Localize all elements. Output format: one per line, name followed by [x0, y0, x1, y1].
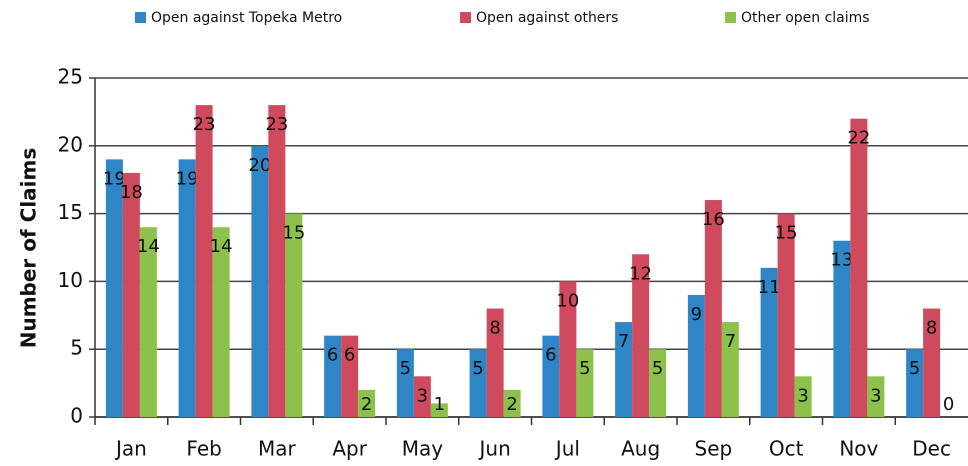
data-label: 2 — [506, 394, 517, 415]
bar — [867, 376, 885, 417]
data-label: 16 — [702, 209, 725, 230]
bar — [486, 308, 504, 417]
data-label: 14 — [210, 236, 233, 257]
data-label: 5 — [400, 358, 411, 379]
data-label: 9 — [691, 304, 702, 325]
bar — [794, 376, 812, 417]
x-tick-label: Feb — [186, 437, 221, 461]
data-label: 20 — [248, 155, 271, 176]
data-label: 5 — [579, 358, 590, 379]
bar — [906, 349, 924, 417]
y-tick-label: 25 — [58, 65, 83, 89]
bar — [632, 254, 650, 417]
x-tick-label: Aug — [621, 437, 660, 461]
bar — [777, 213, 795, 417]
bar — [122, 172, 140, 417]
data-label: 22 — [847, 128, 870, 149]
bar — [542, 335, 560, 417]
data-label: 19 — [176, 168, 199, 189]
y-tick-label: 10 — [58, 268, 83, 292]
bar — [324, 335, 342, 417]
x-tick-label: Jul — [554, 437, 580, 461]
bar — [212, 227, 230, 417]
bar — [396, 349, 414, 417]
data-label: 8 — [489, 318, 500, 339]
bar — [576, 349, 594, 417]
bar — [923, 308, 941, 417]
bar — [430, 403, 448, 417]
bar — [833, 240, 851, 417]
y-tick-label: 0 — [70, 404, 83, 428]
bar — [615, 322, 633, 417]
bar — [503, 389, 521, 417]
y-tick-label: 5 — [70, 336, 83, 360]
data-label: 14 — [137, 236, 160, 257]
bar — [178, 159, 196, 418]
x-tick-label: Dec — [912, 437, 951, 461]
data-label: 23 — [265, 114, 288, 135]
bar — [687, 294, 705, 417]
data-label: 3 — [797, 385, 808, 406]
data-label: 6 — [327, 345, 338, 366]
data-label: 3 — [870, 385, 881, 406]
bar — [704, 200, 722, 417]
legend-swatch — [135, 12, 146, 23]
legend-swatch — [460, 12, 471, 23]
data-label: 8 — [926, 318, 937, 339]
data-label: 6 — [545, 345, 556, 366]
data-label: 5 — [652, 358, 663, 379]
data-label: 10 — [556, 290, 579, 311]
bar — [105, 159, 123, 418]
bar — [850, 118, 868, 418]
data-label: 19 — [103, 168, 126, 189]
data-label: 23 — [193, 114, 216, 135]
bar — [139, 227, 157, 417]
bar — [469, 349, 487, 417]
data-label: 7 — [725, 331, 736, 352]
x-tick-label: Jan — [114, 437, 147, 461]
data-label: 2 — [361, 394, 372, 415]
data-label: 13 — [830, 250, 853, 271]
bar — [341, 335, 359, 417]
data-label: 15 — [282, 223, 305, 244]
data-label: 6 — [344, 345, 355, 366]
data-label: 5 — [472, 358, 483, 379]
bar — [358, 389, 376, 417]
x-tick-label: Sep — [695, 437, 733, 461]
bar — [760, 267, 778, 417]
data-label: 3 — [417, 385, 428, 406]
legend-label: Open against Topeka Metro — [151, 10, 342, 26]
data-label: 0 — [943, 394, 954, 415]
data-label: 7 — [618, 331, 629, 352]
bar — [721, 322, 739, 417]
y-tick-label: 15 — [58, 200, 83, 224]
x-tick-label: May — [402, 437, 444, 461]
x-tick-label: Apr — [332, 437, 367, 461]
x-tick-label: Jun — [478, 437, 511, 461]
x-tick-label: Mar — [258, 437, 297, 461]
bar — [649, 349, 667, 417]
data-label: 1 — [434, 394, 445, 415]
data-label: 5 — [909, 358, 920, 379]
bar — [268, 105, 286, 418]
bar — [251, 145, 269, 418]
bar — [285, 213, 303, 417]
data-label: 15 — [775, 223, 798, 244]
y-tick-label: 20 — [58, 132, 83, 156]
data-label: 18 — [120, 182, 143, 203]
data-label: 11 — [758, 277, 781, 298]
y-axis-label: Number of Claims — [17, 148, 41, 349]
bar — [559, 281, 577, 417]
bar — [195, 105, 213, 418]
legend-label: Other open claims — [741, 10, 870, 26]
legend-label: Open against others — [476, 10, 618, 26]
x-tick-label: Nov — [839, 437, 878, 461]
x-tick-label: Oct — [769, 437, 804, 461]
legend-swatch — [725, 12, 736, 23]
data-label: 12 — [629, 263, 652, 284]
bar — [413, 376, 431, 417]
